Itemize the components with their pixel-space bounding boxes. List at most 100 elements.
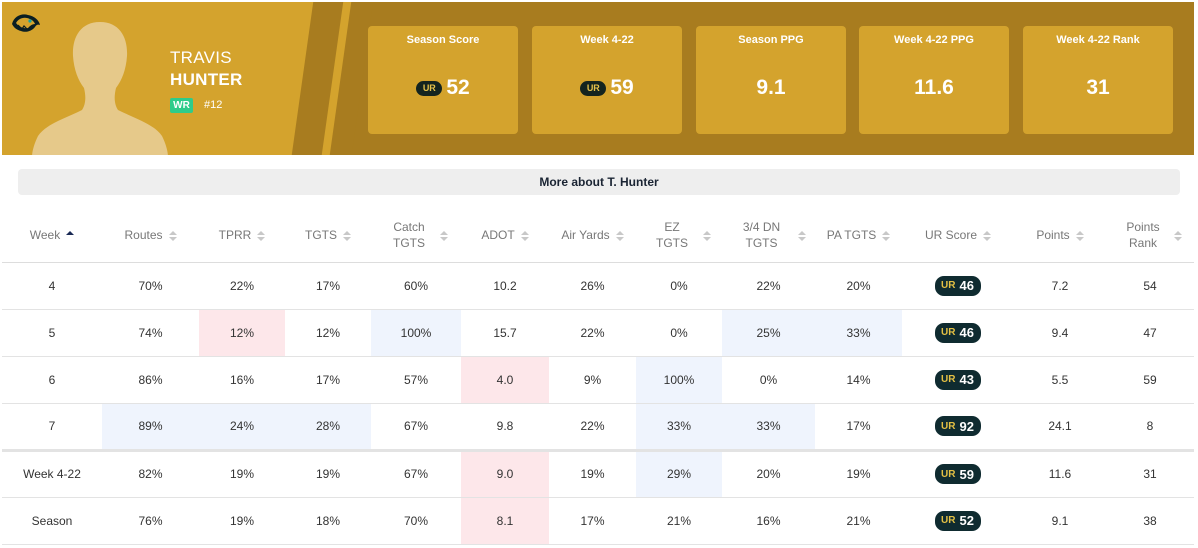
stat-cell: 9% [549, 356, 636, 404]
sort-icon[interactable] [703, 230, 711, 241]
ur-score-value: 46 [959, 278, 974, 293]
ur-score-cell: UR 43 [902, 356, 1014, 404]
points-rank-cell: 8 [1106, 403, 1194, 452]
sort-icon[interactable] [615, 230, 624, 241]
stat-cell: 70% [371, 497, 461, 545]
player-last-name: HUNTER [170, 70, 243, 89]
stat-cell: 21% [636, 497, 722, 545]
column-header[interactable]: Catch TGTS [371, 210, 461, 263]
ur-score-cell: UR 46 [902, 309, 1014, 357]
sort-icon[interactable] [1075, 230, 1084, 241]
stat-card-week-rank: Week 4-22 Rank 31 [1023, 26, 1173, 134]
column-header[interactable]: Points Rank [1106, 210, 1194, 263]
points-cell: 9.4 [1014, 309, 1106, 357]
more-about-player-button[interactable]: More about T. Hunter [18, 169, 1180, 195]
column-header-label: Catch TGTS [393, 220, 425, 250]
stat-cell: 12% [285, 309, 371, 357]
sort-icon[interactable] [257, 230, 266, 241]
week-cell: 4 [2, 262, 102, 310]
sort-icon[interactable] [168, 230, 177, 241]
column-header[interactable]: TGTS [285, 210, 371, 263]
column-header[interactable]: Points [1014, 210, 1106, 263]
ur-logo-icon: UR [941, 374, 956, 385]
table-row: Season 76% 19% 18% 70% 8.1 17% 21% 16% 21% UR 52 9.1… [2, 497, 1194, 545]
column-header[interactable]: PA TGTS [815, 210, 902, 263]
table-row: 5 74% 12% 12% 100% 15.7 22% 0% 25% 33% UR 46 9.4 47 [2, 309, 1194, 357]
stat-label: Week 4-22 Rank [1056, 34, 1140, 46]
column-header-label: UR Score [924, 227, 977, 242]
stat-value: 9.1 [756, 76, 786, 99]
stat-cell: 82% [102, 450, 199, 498]
points-cell: 24.1 [1014, 403, 1106, 452]
column-header-label: 3/4 DN TGTS [742, 220, 781, 250]
stat-cell: 10.2 [461, 262, 549, 310]
player-silhouette-icon [32, 22, 168, 155]
stat-cell: 9.8 [461, 403, 549, 452]
stat-cell: 33% [722, 403, 815, 452]
stat-cell: 16% [199, 356, 285, 404]
ur-score-value: 59 [959, 466, 974, 482]
sort-icon[interactable] [66, 230, 75, 241]
position-badge: WR [170, 98, 193, 113]
sort-icon[interactable] [343, 230, 351, 241]
ur-score-cell: UR 59 [902, 450, 1014, 498]
stat-cell: 57% [371, 356, 461, 404]
stat-cell: 70% [102, 262, 199, 310]
sort-icon[interactable] [983, 230, 991, 241]
jersey-number: #12 [204, 99, 223, 111]
points-rank-cell: 54 [1106, 262, 1194, 310]
ur-score-badge: UR 46 [935, 322, 981, 343]
column-header[interactable]: UR Score [902, 210, 1014, 263]
sort-icon[interactable] [882, 230, 891, 241]
ur-logo-icon: UR [941, 327, 956, 338]
ur-logo-icon: UR [941, 280, 956, 291]
week-cell: 5 [2, 309, 102, 357]
stat-cell: 100% [371, 309, 461, 357]
table-row: 6 86% 16% 17% 57% 4.0 9% 100% 0% 14% UR 43 5.5 59 [2, 356, 1194, 404]
points-cell: 9.1 [1014, 497, 1106, 545]
ur-score-badge: UR 46 [935, 275, 981, 296]
column-header-label: TPRR [218, 227, 252, 242]
column-header-label: TGTS [305, 227, 337, 242]
table-row: 7 89% 24% 28% 67% 9.8 22% 33% 33% 17% UR 92 24.1 8 [2, 403, 1194, 452]
column-header[interactable]: EZ TGTS [636, 210, 722, 263]
column-header[interactable]: Week [2, 210, 102, 263]
week-cell: Week 4-22 [2, 450, 102, 498]
stat-cell: 0% [636, 309, 722, 357]
column-header[interactable]: Air Yards [549, 210, 636, 263]
stat-value: 52 [446, 76, 470, 99]
stat-cell: 29% [636, 450, 722, 498]
stat-cell: 19% [199, 497, 285, 545]
table-header-row: Week Routes TPRR TGTS Catch TGTS ADOT Air Yard… [2, 210, 1194, 263]
ur-score-value: 43 [959, 372, 974, 387]
ur-score-value: 92 [959, 418, 974, 434]
stat-cell: 22% [549, 403, 636, 452]
stat-cell: 86% [102, 356, 199, 404]
player-hero: TRAVIS HUNTER WR #12 Season Score UR 52 W… [2, 2, 1194, 155]
stat-cell: 20% [722, 450, 815, 498]
sort-icon[interactable] [440, 230, 448, 241]
column-header-label: Week [29, 227, 61, 242]
ur-score-cell: UR 52 [902, 497, 1014, 545]
points-cell: 7.2 [1014, 262, 1106, 310]
sort-icon[interactable] [797, 230, 806, 241]
column-header[interactable]: ADOT [461, 210, 549, 263]
column-header[interactable]: TPRR [199, 210, 285, 263]
stat-cell: 60% [371, 262, 461, 310]
points-rank-cell: 47 [1106, 309, 1194, 357]
sort-icon[interactable] [1174, 230, 1182, 241]
stat-cell: 22% [549, 309, 636, 357]
table-body: 4 70% 22% 17% 60% 10.2 26% 0% 22% 20% UR 46 7.2 54 5 74… [2, 262, 1194, 545]
column-header-label: Routes [124, 227, 163, 242]
table-row: 4 70% 22% 17% 60% 10.2 26% 0% 22% 20% UR 46 7.2 54 [2, 262, 1194, 310]
stat-cell: 100% [636, 356, 722, 404]
sort-icon[interactable] [520, 230, 529, 241]
stat-cell: 24% [199, 403, 285, 452]
stat-card-season-ppg: Season PPG 9.1 [696, 26, 846, 134]
column-header[interactable]: 3/4 DN TGTS [722, 210, 815, 263]
stat-cell: 28% [285, 403, 371, 452]
ur-logo-icon: UR [416, 80, 443, 96]
stat-cell: 17% [815, 403, 902, 452]
column-header[interactable]: Routes [102, 210, 199, 263]
stat-label: Season PPG [738, 34, 804, 46]
